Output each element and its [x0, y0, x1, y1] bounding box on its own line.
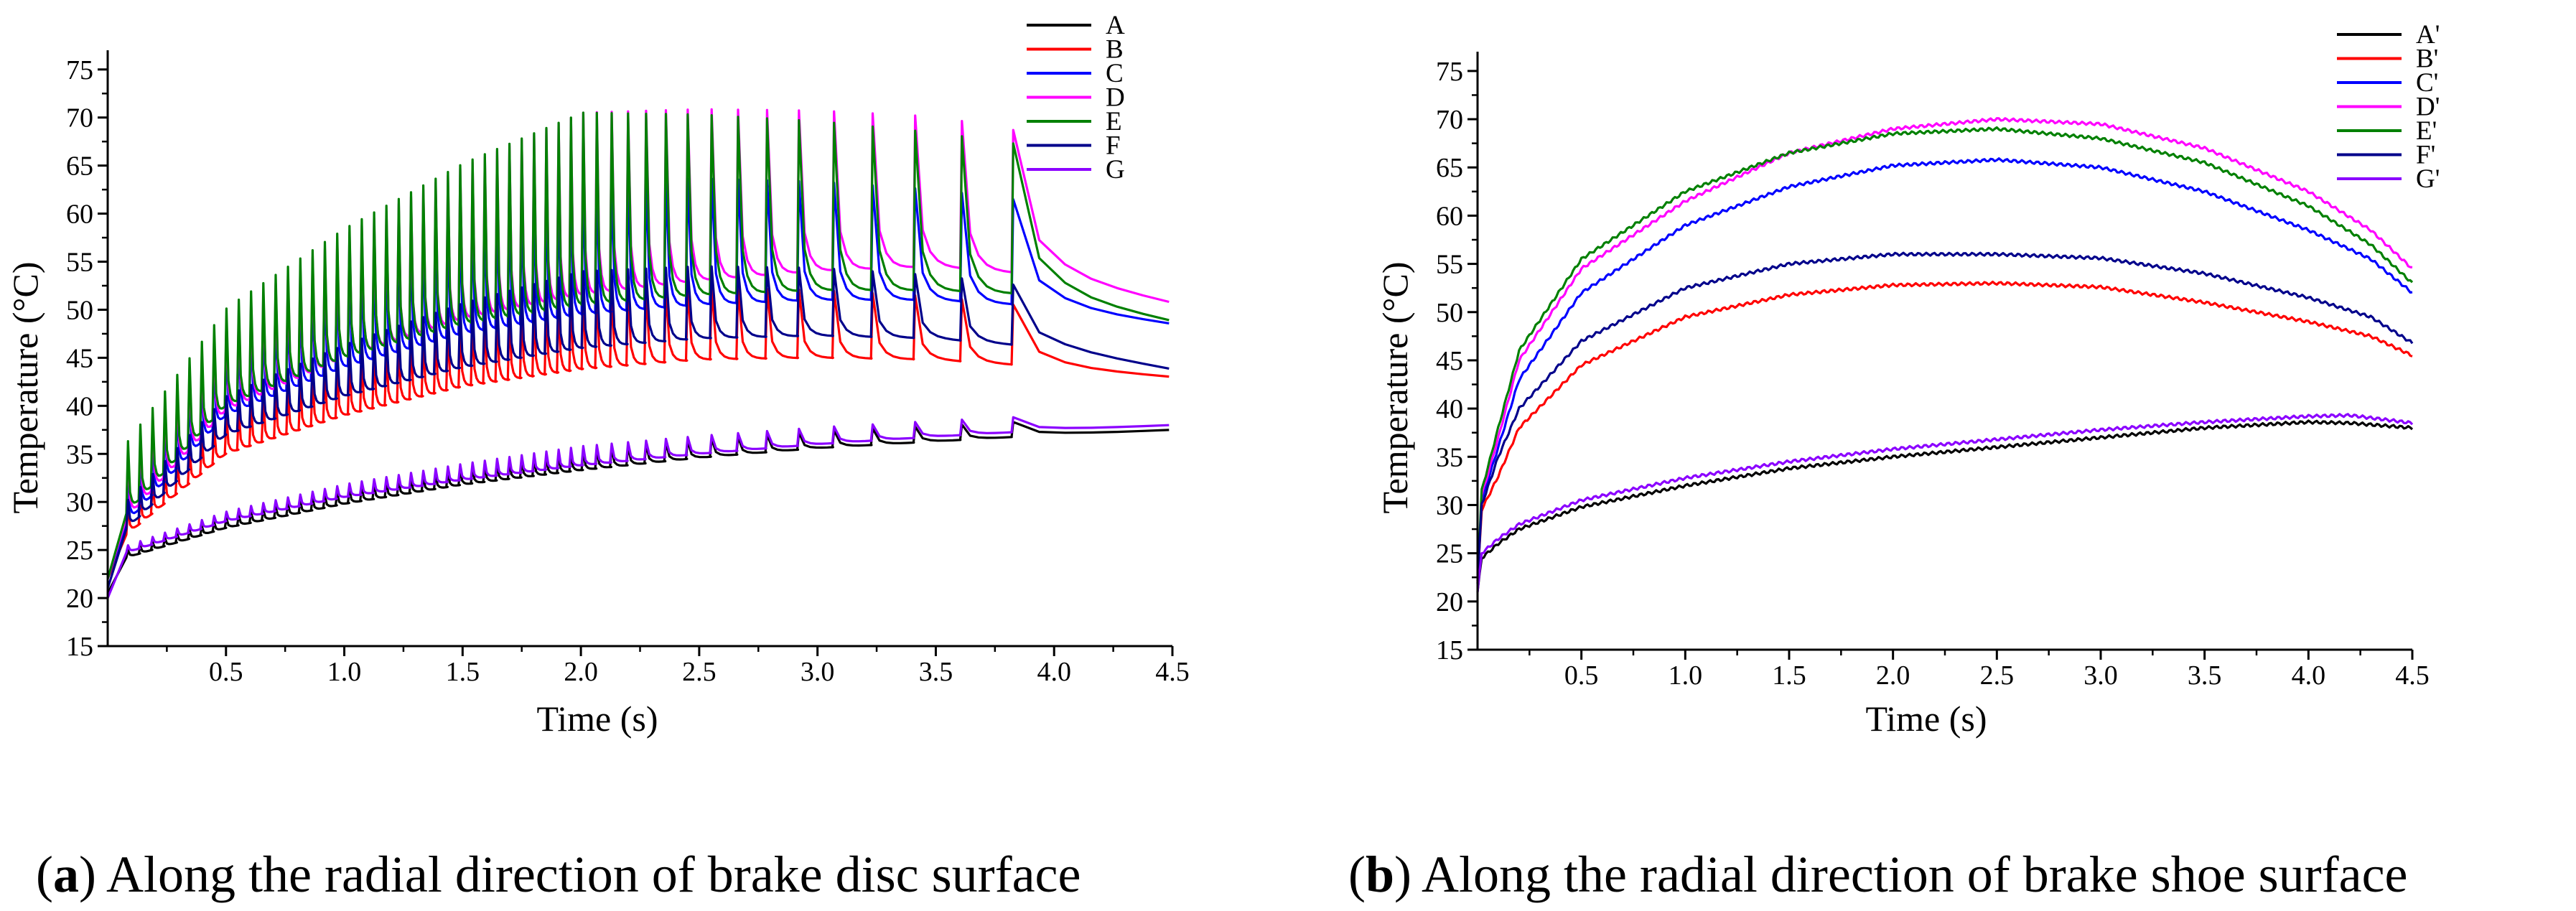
panel-a-caption-letter: a: [53, 846, 79, 903]
panel-b-y-tick-label: 30: [1436, 490, 1463, 520]
panel-b-x-tick-label: 3.0: [2083, 660, 2118, 691]
panel-a-x-tick-label: 3.5: [919, 657, 953, 687]
panel-a-series: [106, 108, 1170, 599]
panel-b-series: [1476, 117, 2414, 593]
panel-a-x-tick-label: 1.0: [327, 657, 362, 687]
panel-b-y-tick-label: 75: [1436, 57, 1463, 87]
panel-a-y-tick-label: 20: [66, 584, 93, 614]
panel-b-y-tick-label: 65: [1436, 153, 1463, 183]
panel-b-legend-label-bprime: B': [2416, 45, 2438, 74]
panel-b-series-line-cprime: [1476, 157, 2413, 581]
panel-a-y-tick-label: 15: [66, 632, 93, 662]
panel-a-y-tick-label: 25: [66, 536, 93, 566]
panel-b-legend-label-aprime: A': [2416, 20, 2440, 50]
panel-b-series-line-bprime: [1476, 280, 2413, 581]
panel-a-series-line-a: [106, 421, 1170, 594]
panel-b-x-tick-label: 4.5: [2395, 660, 2430, 691]
panel-b-yticks: 15 20 25 30 35 40 45 50 55 60 65 70 75: [1436, 57, 1478, 665]
panel-b-series-line-aprime: [1476, 419, 2414, 592]
panel-b-legend-label-eprime: E': [2416, 116, 2437, 146]
panel-a-y-tick-label: 60: [66, 200, 93, 230]
panel-b-x-tick-label: 0.5: [1564, 660, 1599, 691]
panel-a-legend-label-g: G: [1106, 155, 1125, 184]
panel-a-series-line-f: [106, 265, 1170, 589]
panel-b-xticks: 0.5 1.0 1.5 2.0 2.5 3.0 3.5 4.0 4.5: [1529, 650, 2430, 691]
panel-b-series-line-eprime: [1476, 126, 2414, 584]
panel-a-series-line-e: [106, 111, 1170, 579]
panel-a-x-axis-title: Time (s): [536, 699, 658, 739]
panel-b-series-line-fprime: [1476, 251, 2414, 584]
panel-a-caption-open-paren: (: [36, 846, 53, 903]
panel-a-yticks: 15 20 25 30 35 40 45 50 55 60 65 70 75: [66, 55, 108, 662]
panel-a-legend-label-f: F: [1106, 131, 1121, 161]
panel-a-x-tick-label: 0.5: [209, 657, 243, 687]
panel-b-x-tick-label: 1.5: [1772, 660, 1806, 691]
panel-a-x-tick-label: 4.0: [1037, 657, 1071, 687]
panel-b-y-axis-title: Temperature (°C): [1375, 261, 1415, 513]
panel-a-caption: (a) Along the radial direction of brake …: [36, 846, 1081, 903]
panel-b-y-tick-label: 50: [1436, 298, 1463, 328]
panel-a-xticks: 0.5 1.0 1.5 2.0 2.5 3.0 3.5 4.0 4.5: [166, 646, 1190, 687]
panel-a-y-tick-label: 65: [66, 151, 93, 182]
panel-b-y-tick-label: 15: [1436, 635, 1463, 665]
panel-b-y-tick-label: 60: [1436, 201, 1463, 231]
panel-b-y-tick-label: 25: [1436, 539, 1463, 569]
panel-a-x-tick-label: 4.5: [1155, 657, 1190, 687]
panel-a-y-tick-label: 70: [66, 103, 93, 134]
panel-a-caption-text: Along the radial direction of brake disc…: [106, 846, 1081, 903]
panel-b-x-tick-label: 3.5: [2188, 660, 2222, 691]
panel-a: 0.5 1.0 1.5 2.0 2.5 3.0 3.5 4.0 4.5 15 20 25 30 35 40…: [5, 11, 1190, 903]
panel-a-y-tick-label: 45: [66, 343, 93, 373]
panel-b-x-tick-label: 2.0: [1876, 660, 1910, 691]
panel-a-legend-label-b: B: [1106, 35, 1124, 65]
panel-b-caption-close-paren: ): [1394, 846, 1422, 903]
panel-a-y-tick-label: 75: [66, 55, 93, 85]
panel-a-y-tick-label: 50: [66, 295, 93, 325]
panel-b-x-tick-label: 2.5: [1980, 660, 2015, 691]
panel-b-legend-label-dprime: D': [2416, 93, 2440, 122]
panel-b-caption-text: Along the radial direction of brake shoe…: [1422, 846, 2407, 903]
panel-a-y-tick-label: 55: [66, 248, 93, 278]
panel-a-y-tick-label: 35: [66, 439, 93, 469]
panel-b-series-line-gprime: [1476, 413, 2414, 593]
panel-a-x-tick-label: 2.5: [682, 657, 717, 687]
panel-b-caption: (b) Along the radial direction of brake …: [1348, 846, 2408, 903]
panel-a-x-tick-label: 3.0: [801, 657, 835, 687]
panel-a-y-axis-title: Temperature (°C): [5, 261, 45, 513]
panel-b-caption-open-paren: (: [1348, 846, 1366, 903]
panel-b: 0.5 1.0 1.5 2.0 2.5 3.0 3.5 4.0 4.5 15 20 25 30 35 40…: [1348, 20, 2440, 903]
panel-b-axes: [1476, 52, 2412, 651]
panel-a-legend-label-a: A: [1106, 11, 1125, 40]
panel-b-y-tick-label: 35: [1436, 442, 1463, 472]
panel-b-series-line-dprime: [1476, 117, 2413, 582]
panel-b-y-tick-label: 20: [1436, 587, 1463, 617]
panel-b-legend-label-fprime: F': [2416, 141, 2435, 170]
panel-b-y-tick-label: 40: [1436, 394, 1463, 424]
panel-a-y-tick-label: 40: [66, 391, 93, 421]
panel-a-series-line-g: [106, 416, 1170, 599]
panel-b-y-tick-label: 45: [1436, 346, 1463, 376]
panel-b-legend: A'B'C'D'E'F'G': [2337, 20, 2440, 194]
panel-a-legend-label-d: D: [1106, 83, 1125, 113]
panel-a-caption-close-paren: ): [79, 846, 106, 903]
panel-b-legend-label-cprime: C': [2416, 68, 2438, 98]
panel-a-x-tick-label: 2.0: [564, 657, 598, 687]
panel-b-x-axis-title: Time (s): [1865, 699, 1987, 739]
panel-b-x-tick-label: 1.0: [1669, 660, 1703, 691]
panel-a-legend-label-e: E: [1106, 107, 1122, 136]
panel-a-y-tick-label: 30: [66, 487, 93, 518]
panel-b-y-tick-label: 55: [1436, 250, 1463, 280]
panel-b-x-tick-label: 4.0: [2292, 660, 2326, 691]
panel-b-caption-letter: b: [1366, 846, 1394, 903]
panel-b-legend-label-gprime: G': [2416, 164, 2440, 194]
panel-a-x-tick-label: 1.5: [446, 657, 480, 687]
panel-b-y-tick-label: 70: [1436, 105, 1463, 135]
panel-a-legend-label-c: C: [1106, 59, 1124, 88]
